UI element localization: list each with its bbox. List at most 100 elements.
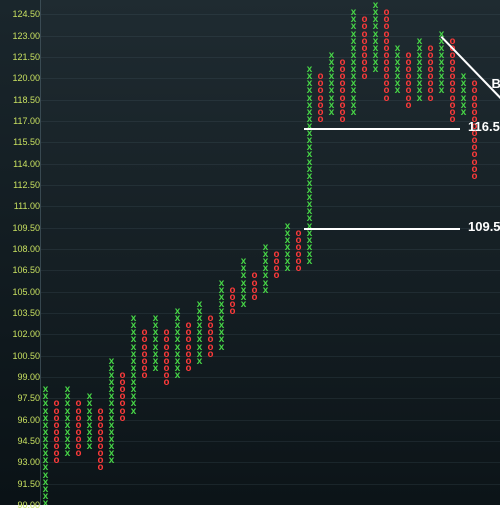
price-level-line — [304, 228, 460, 230]
trend-line-label: BR — [492, 76, 500, 91]
pnf-column: ooooooooo — [95, 0, 106, 505]
y-axis-label: 117.00 — [0, 116, 44, 126]
pnf-column: xxxxxxx — [392, 0, 403, 505]
pnf-o-mark: o — [51, 400, 62, 410]
pnf-x-mark: x — [216, 280, 227, 290]
pnf-column: xxxxxxxxx — [194, 0, 205, 505]
pnf-x-mark: x — [106, 358, 117, 368]
y-axis-label: 123.00 — [0, 31, 44, 41]
pnf-x-mark: x — [414, 38, 425, 48]
pnf-x-mark: x — [238, 258, 249, 268]
pnf-o-mark: o — [227, 287, 238, 297]
y-axis-label: 102.00 — [0, 329, 44, 339]
pnf-chart: 90.0091.5093.0094.5096.0097.5099.00100.5… — [0, 0, 500, 505]
pnf-x-mark: x — [282, 223, 293, 233]
pnf-x-mark: x — [348, 9, 359, 19]
y-axis-label: 105.00 — [0, 287, 44, 297]
y-axis: 90.0091.5093.0094.5096.0097.5099.00100.5… — [0, 0, 41, 505]
pnf-column: oooooooo — [403, 0, 414, 505]
y-axis-label: 118.50 — [0, 95, 44, 105]
pnf-o-mark: o — [425, 45, 436, 55]
pnf-o-mark: o — [161, 329, 172, 339]
y-axis-label: 100.50 — [0, 351, 44, 361]
pnf-column: xxxxxxx — [260, 0, 271, 505]
pnf-column: oooooooooooo — [447, 0, 458, 505]
pnf-column: ooooooooooooo — [381, 0, 392, 505]
pnf-column: oooo — [271, 0, 282, 505]
pnf-column: ooooooo — [315, 0, 326, 505]
y-axis-label: 93.00 — [0, 457, 44, 467]
pnf-o-mark: o — [271, 251, 282, 261]
pnf-x-mark: x — [84, 393, 95, 403]
pnf-column: xxxxxxxx — [150, 0, 161, 505]
pnf-column: oooooooo — [425, 0, 436, 505]
pnf-x-mark: x — [370, 2, 381, 12]
pnf-o-mark: o — [315, 73, 326, 83]
pnf-o-mark: o — [117, 372, 128, 382]
pnf-column: oooooo — [205, 0, 216, 505]
pnf-column: xxxxxxxxx — [414, 0, 425, 505]
y-axis-label: 90.00 — [0, 500, 44, 510]
pnf-x-mark: x — [458, 73, 469, 83]
y-axis-label: 114.00 — [0, 159, 44, 169]
pnf-column: ooooooo — [139, 0, 150, 505]
pnf-column: ooooooo — [117, 0, 128, 505]
pnf-column: xxxxxxxxxxxxxx — [128, 0, 139, 505]
pnf-column: xxxxxxxxxx — [62, 0, 73, 505]
pnf-column: oooo — [249, 0, 260, 505]
price-level-line — [304, 128, 460, 130]
y-axis-label: 94.50 — [0, 436, 44, 446]
pnf-x-mark: x — [326, 52, 337, 62]
price-level-label: 116.50 — [468, 119, 500, 134]
pnf-x-mark: x — [194, 301, 205, 311]
y-axis-label: 108.00 — [0, 244, 44, 254]
y-axis-label: 99.00 — [0, 372, 44, 382]
pnf-o-mark: o — [403, 52, 414, 62]
pnf-column: xxxxxxxxxxxxxxx — [348, 0, 359, 505]
pnf-x-mark: x — [150, 315, 161, 325]
pnf-column: xxxxxxxxxx — [216, 0, 227, 505]
pnf-column: xxxxxxxxx — [326, 0, 337, 505]
pnf-o-mark: o — [95, 408, 106, 418]
pnf-x-mark: x — [392, 45, 403, 55]
pnf-o-mark: o — [337, 59, 348, 69]
pnf-column: oooooooo — [161, 0, 172, 505]
pnf-x-mark: x — [172, 308, 183, 318]
pnf-column: oooooo — [293, 0, 304, 505]
y-axis-label: 109.50 — [0, 223, 44, 233]
pnf-o-mark: o — [139, 329, 150, 339]
pnf-o-mark: o — [381, 9, 392, 19]
pnf-o-mark: o — [73, 400, 84, 410]
pnf-x-mark: x — [260, 244, 271, 254]
y-axis-label: 106.50 — [0, 265, 44, 275]
y-axis-label: 111.00 — [0, 201, 44, 211]
pnf-x-mark: x — [128, 315, 139, 325]
y-axis-label: 91.50 — [0, 479, 44, 489]
pnf-o-mark: o — [359, 16, 370, 26]
y-axis-label: 120.00 — [0, 73, 44, 83]
pnf-column: xxxxxxxxxxxxxxxxxxxxxxxxxxxx — [304, 0, 315, 505]
pnf-column: xxxxxxx — [238, 0, 249, 505]
pnf-column: ooooooooo — [51, 0, 62, 505]
pnf-column: xxxxxxxx — [84, 0, 95, 505]
pnf-column: xxxxxxxxx — [436, 0, 447, 505]
pnf-o-mark: o — [469, 80, 480, 90]
pnf-column: oooooooo — [73, 0, 84, 505]
y-axis-label: 103.50 — [0, 308, 44, 318]
pnf-x-mark: x — [62, 386, 73, 396]
pnf-column: xxxxxxx — [282, 0, 293, 505]
y-axis-label: 115.50 — [0, 137, 44, 147]
pnf-column: xxxxxxxxxx — [370, 0, 381, 505]
price-level-label: 109.50 — [468, 219, 500, 234]
y-axis-label: 96.00 — [0, 415, 44, 425]
y-axis-label: 112.50 — [0, 180, 44, 190]
y-axis-label: 97.50 — [0, 393, 44, 403]
pnf-o-mark: o — [293, 230, 304, 240]
pnf-column: xxxxxxxxxx — [172, 0, 183, 505]
pnf-column: xxxxxxxxxxxxxxx — [106, 0, 117, 505]
pnf-o-mark: o — [249, 272, 260, 282]
plot-area: xxxxxxxxxxxxxxxxxoooooooooxxxxxxxxxxoooo… — [40, 0, 500, 505]
pnf-column: ooooooooo — [337, 0, 348, 505]
pnf-x-mark: x — [304, 66, 315, 76]
y-axis-label: 124.50 — [0, 9, 44, 19]
